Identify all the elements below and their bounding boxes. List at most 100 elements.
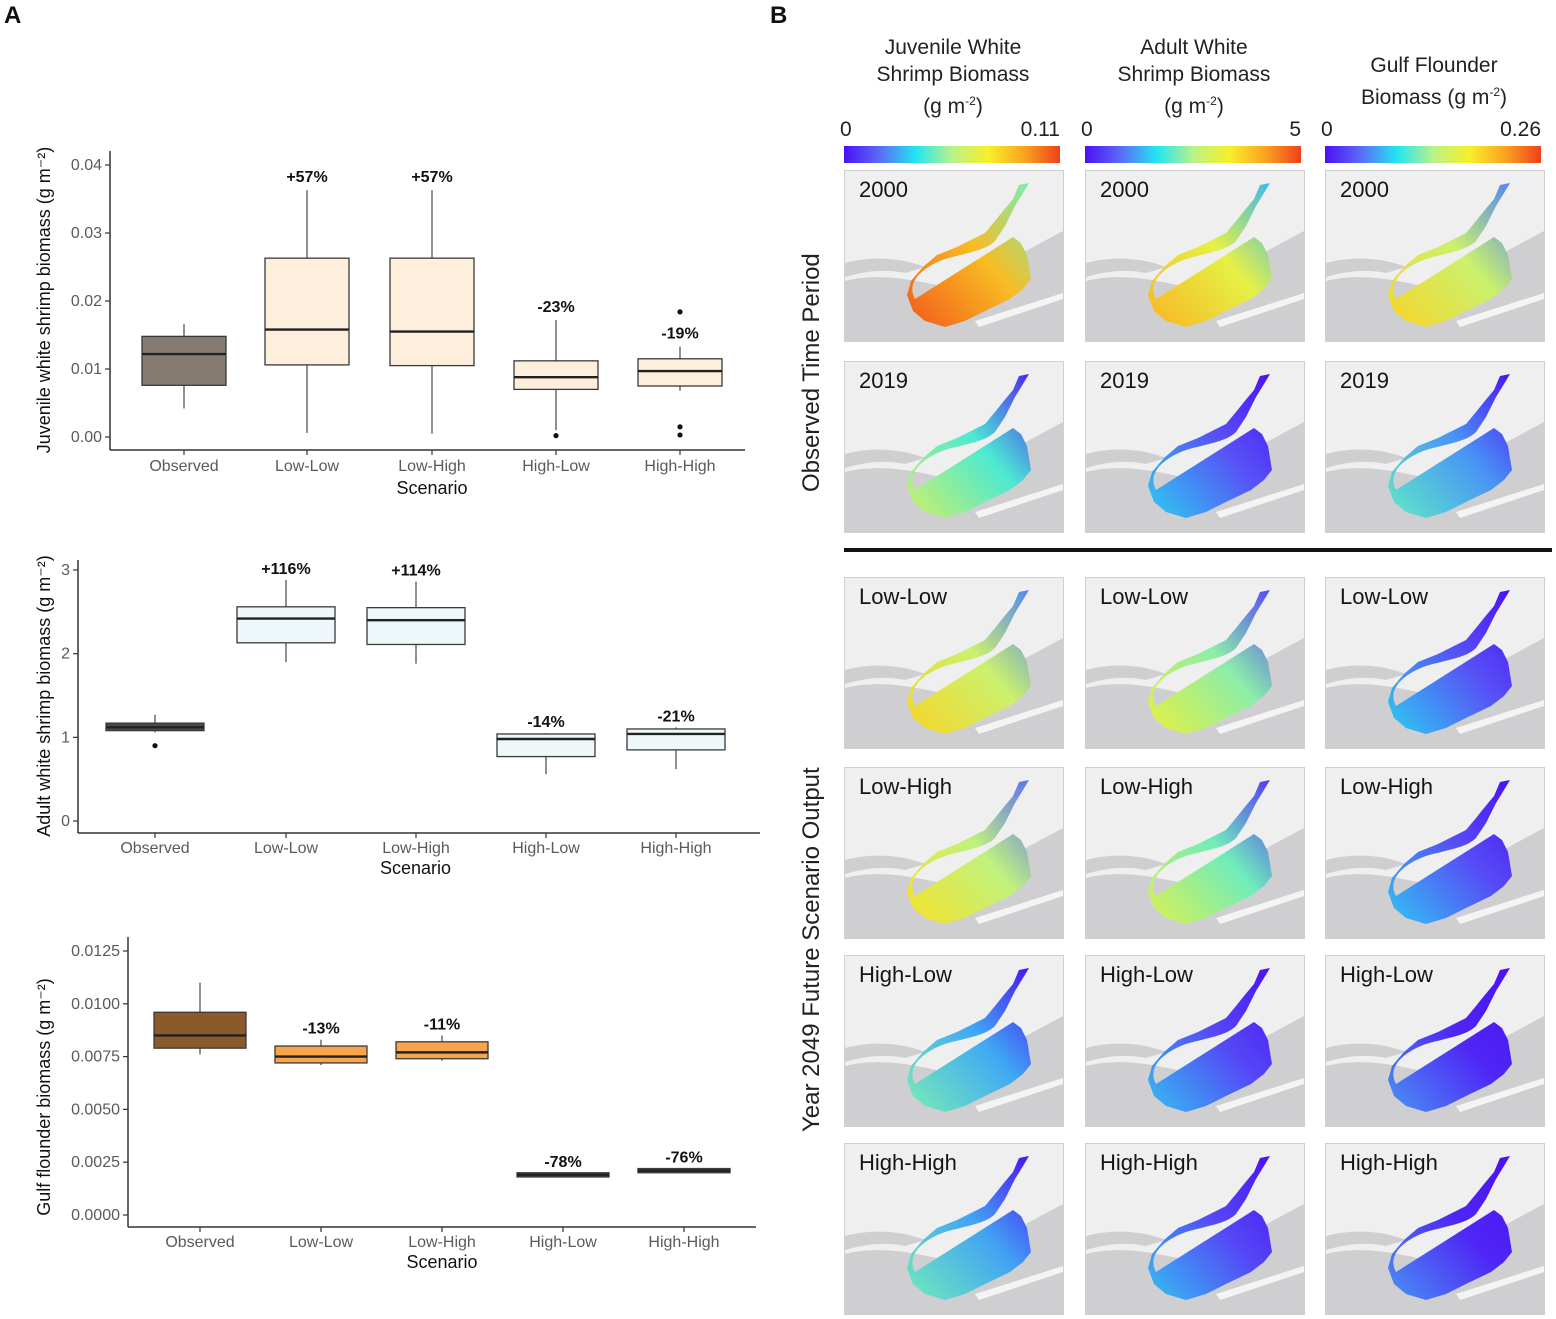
title-text: Gulf Flounder — [1370, 54, 1498, 77]
box-observed: Observed — [105, 714, 205, 857]
bay-channel — [845, 258, 925, 277]
estuary-map — [1326, 171, 1544, 341]
estuary-map — [1326, 768, 1544, 938]
y-tick-label: 0.0125 — [71, 943, 120, 960]
map-tile: High-Low — [1325, 955, 1545, 1127]
map-label: High-High — [1100, 1150, 1198, 1175]
map-tile: Low-High — [1085, 767, 1305, 939]
colorbar — [844, 146, 1060, 163]
map-tile: Low-Low — [844, 577, 1064, 749]
biomass-field — [1148, 374, 1272, 518]
box-high-high: High-High -19% — [637, 309, 723, 475]
iqr-box — [637, 358, 723, 387]
biomass-field — [907, 183, 1031, 327]
box-low-high: Low-High +114% — [366, 563, 466, 857]
box-high-high: High-High -21% — [626, 708, 726, 857]
map-label: High-Low — [1100, 962, 1193, 987]
y-axis-title: Gulf flounder biomass (g m⁻²) — [34, 978, 54, 1216]
map-tile: 2019 — [844, 361, 1064, 533]
y-tick-label: 0.0000 — [71, 1207, 120, 1224]
title-text: Biomass (g m — [1360, 86, 1490, 109]
x-tick-label: Observed — [120, 840, 189, 857]
bay-channel — [1086, 1043, 1166, 1062]
map-label: High-Low — [859, 962, 952, 987]
y-tick-label: 0.02 — [71, 293, 102, 310]
barrier-island — [975, 1266, 1063, 1300]
percent-change-label: -13% — [302, 1021, 339, 1038]
x-axis-title: Scenario — [406, 1252, 477, 1272]
section-divider — [844, 548, 1552, 552]
estuary-map — [1326, 362, 1544, 532]
title-line: (g m-2) — [834, 88, 1072, 120]
percent-change-label: -11% — [424, 1016, 460, 1033]
title-line: Biomass (g m-2) — [1315, 79, 1553, 111]
map-column-title: Gulf Flounder Biomass (g m-2) — [1315, 52, 1553, 111]
barrier-island — [1216, 700, 1304, 734]
row-group-title-observed: Observed Time Period — [798, 253, 825, 492]
estuary-map — [845, 1144, 1063, 1314]
percent-change-label: +57% — [286, 169, 327, 186]
biomass-field — [1148, 590, 1272, 734]
biomass-field — [1388, 780, 1512, 924]
box-high-low: High-Low -78% — [516, 1154, 610, 1251]
barrier-island — [1216, 1266, 1304, 1300]
biomass-field — [907, 968, 1031, 1112]
adult-shrimp-boxplot: 0 1 2 3 Adult white shrimp biomass (g m⁻²) Sc… — [34, 555, 760, 878]
x-axis-title: Scenario — [380, 858, 451, 878]
barrier-island — [1216, 484, 1304, 518]
map-tile: 2019 — [1325, 361, 1545, 533]
iqr-box — [141, 335, 227, 386]
title-text: Adult White — [1140, 36, 1248, 59]
barrier-island — [1456, 484, 1544, 518]
box-low-low: Low-Low -13% — [274, 1021, 368, 1251]
estuary-map — [1326, 956, 1544, 1126]
outlier-point — [677, 432, 683, 438]
estuary-map — [1086, 171, 1304, 341]
bay-channel — [1326, 449, 1406, 468]
biomass-field — [1388, 590, 1512, 734]
y-axis-title: Adult white shrimp biomass (g m⁻²) — [34, 555, 54, 837]
x-axis-title: Scenario — [396, 478, 467, 498]
box-high-low: High-Low -23% — [513, 299, 599, 475]
map-label: Low-Low — [1340, 584, 1429, 609]
percent-change-label: -19% — [661, 326, 698, 343]
biomass-field — [1388, 1156, 1512, 1300]
y-tick-label: 1 — [61, 729, 70, 746]
title-line: Shrimp Biomass — [834, 61, 1072, 88]
x-tick-label: Observed — [149, 458, 218, 475]
barrier-island — [975, 484, 1063, 518]
estuary-map — [845, 578, 1063, 748]
outlier-point — [553, 433, 559, 439]
bay-channel — [1326, 855, 1406, 874]
percent-change-label: -78% — [544, 1154, 581, 1171]
map-column-title: Juvenile White Shrimp Biomass (g m-2) — [834, 34, 1072, 120]
outlier-point — [677, 309, 683, 315]
map-column-title: Adult White Shrimp Biomass (g m-2) — [1075, 34, 1313, 120]
map-tile: 2000 — [844, 170, 1064, 342]
map-label: High-High — [1340, 1150, 1438, 1175]
box-observed: Observed — [153, 982, 247, 1251]
map-tile: 2000 — [1085, 170, 1305, 342]
colorbar — [1085, 146, 1301, 163]
box-high-high: High-High -76% — [637, 1150, 731, 1251]
bay-channel — [1086, 855, 1166, 874]
bay-channel — [845, 1231, 925, 1250]
bay-channel — [1326, 665, 1406, 684]
map-label: 2019 — [1100, 368, 1149, 393]
barrier-island — [975, 700, 1063, 734]
map-tile: 2000 — [1325, 170, 1545, 342]
iqr-box — [389, 257, 475, 367]
title-line: Juvenile White — [834, 34, 1072, 61]
title-text: Shrimp Biomass — [876, 63, 1030, 86]
juvenile-shrimp-boxplot: 0.00 0.01 0.02 0.03 0.04 Juvenile white shrim… — [34, 147, 745, 498]
x-tick-label: High-High — [648, 1234, 719, 1251]
barrier-island — [975, 890, 1063, 924]
iqr-box — [274, 1045, 368, 1064]
unit-close: ) — [975, 95, 983, 118]
map-label: Low-High — [1100, 774, 1193, 799]
map-tile: Low-Low — [1325, 577, 1545, 749]
bay-channel — [845, 665, 925, 684]
box-low-low: Low-Low +116% — [236, 561, 336, 857]
barrier-island — [1456, 700, 1544, 734]
map-label: Low-Low — [1100, 584, 1189, 609]
